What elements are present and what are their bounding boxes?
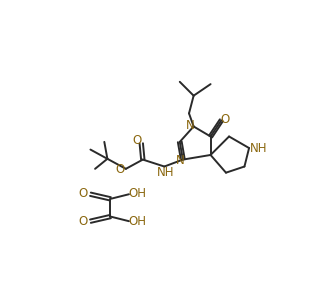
- Text: OH: OH: [128, 216, 146, 228]
- Text: N: N: [176, 154, 184, 167]
- Text: O: O: [132, 134, 141, 147]
- Text: O: O: [78, 216, 87, 228]
- Text: O: O: [115, 163, 124, 176]
- Text: OH: OH: [128, 187, 146, 200]
- Text: O: O: [220, 113, 230, 126]
- Text: NH: NH: [156, 166, 174, 179]
- Text: O: O: [78, 187, 87, 200]
- Text: NH: NH: [250, 141, 268, 154]
- Text: N: N: [186, 119, 195, 132]
